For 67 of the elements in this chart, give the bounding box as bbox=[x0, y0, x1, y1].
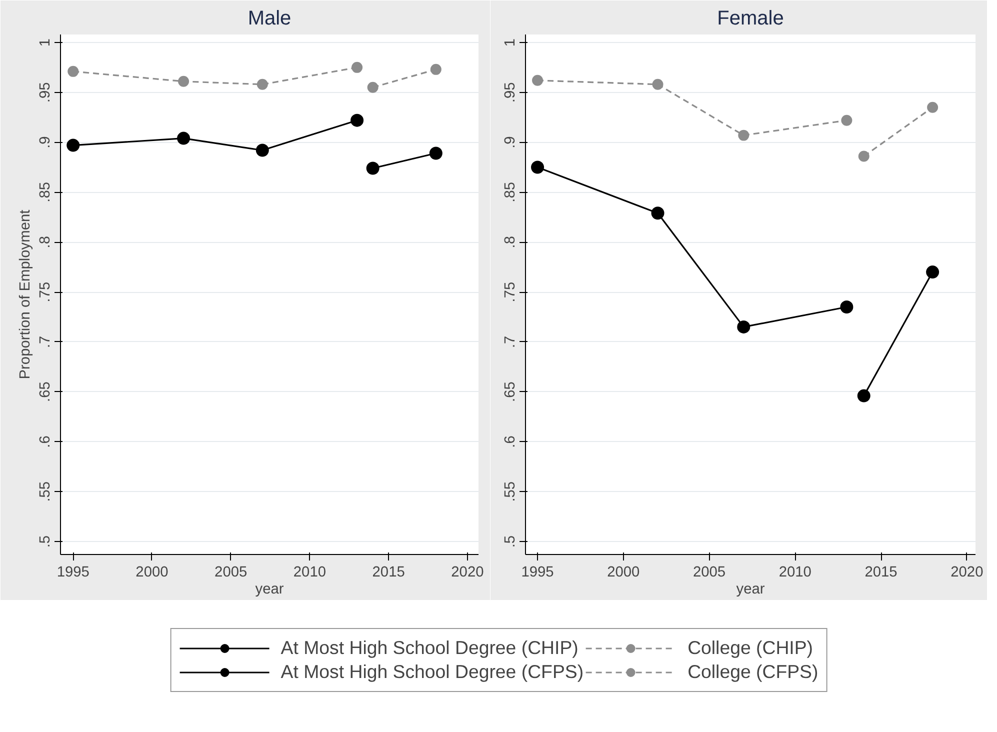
x-tick-label: 2005 bbox=[214, 564, 248, 580]
x-tick-label: 2015 bbox=[864, 564, 898, 580]
chart-title: Female bbox=[717, 8, 784, 30]
y-tick-label: .65 bbox=[502, 382, 518, 402]
legend-label: College (CHIP) bbox=[688, 637, 814, 659]
point bbox=[927, 102, 938, 113]
point bbox=[858, 150, 870, 162]
point bbox=[430, 64, 442, 75]
y-tick-label: .6 bbox=[38, 436, 54, 448]
chart-title: Male bbox=[248, 8, 292, 30]
y-tick-label: .8 bbox=[502, 236, 518, 248]
x-tick-label: 2005 bbox=[692, 564, 726, 580]
x-tick-label: 2000 bbox=[136, 564, 168, 580]
y-tick-label: .8 bbox=[38, 236, 54, 248]
y-tick-label: .95 bbox=[38, 82, 54, 103]
point bbox=[532, 74, 544, 86]
y-tick-label: .75 bbox=[38, 282, 54, 302]
point bbox=[256, 78, 268, 90]
point bbox=[256, 144, 269, 157]
point bbox=[926, 266, 940, 279]
y-tick-label: .75 bbox=[502, 282, 518, 302]
y-axis-title: Proportion of Employment bbox=[18, 210, 34, 380]
x-tick-label: 2015 bbox=[372, 564, 405, 580]
point bbox=[350, 114, 364, 127]
point bbox=[737, 320, 750, 334]
x-tick-label: 1995 bbox=[56, 564, 90, 580]
y-tick-label: .5 bbox=[38, 535, 54, 548]
y-tick-label: .7 bbox=[38, 336, 54, 348]
point bbox=[652, 78, 664, 90]
point bbox=[367, 82, 378, 93]
point bbox=[68, 66, 79, 77]
y-tick-label: .5 bbox=[502, 535, 518, 548]
y-tick-label: .85 bbox=[38, 182, 54, 202]
y-tick-label: .6 bbox=[502, 436, 518, 448]
x-tick-label: 2010 bbox=[778, 564, 812, 580]
y-tick-label: .7 bbox=[502, 336, 518, 348]
y-tick-label: .85 bbox=[502, 182, 518, 202]
x-axis-title: year bbox=[255, 582, 284, 598]
point bbox=[738, 130, 750, 141]
y-tick-label: .55 bbox=[502, 481, 518, 502]
x-axis-title: year bbox=[736, 582, 765, 598]
x-tick-label: 2020 bbox=[950, 564, 984, 580]
y-tick-label: 1 bbox=[38, 38, 54, 47]
y-tick-label: .95 bbox=[502, 82, 518, 103]
y-tick-label: .65 bbox=[38, 382, 54, 402]
point bbox=[531, 160, 544, 174]
point bbox=[857, 389, 870, 402]
y-tick-label: .9 bbox=[38, 136, 54, 148]
y-tick-label: 1 bbox=[502, 38, 518, 47]
x-tick-label: 2000 bbox=[607, 564, 640, 580]
point bbox=[429, 146, 442, 160]
y-tick-label: .9 bbox=[502, 136, 518, 148]
point bbox=[366, 162, 380, 175]
x-tick-label: 1995 bbox=[521, 564, 554, 580]
legend-label: College (CFPS) bbox=[688, 661, 818, 683]
point bbox=[66, 138, 80, 152]
y-tick-label: .55 bbox=[38, 481, 54, 502]
point bbox=[177, 132, 190, 145]
point bbox=[651, 206, 664, 220]
point bbox=[178, 76, 190, 87]
x-tick-label: 2020 bbox=[451, 564, 484, 580]
legend-label: At Most High School Degree (CFPS) bbox=[280, 661, 584, 683]
point bbox=[841, 114, 852, 126]
point bbox=[840, 300, 854, 314]
legend-label: At Most High School Degree (CHIP) bbox=[280, 637, 578, 659]
x-tick-label: 2010 bbox=[293, 564, 326, 580]
point bbox=[352, 62, 363, 73]
